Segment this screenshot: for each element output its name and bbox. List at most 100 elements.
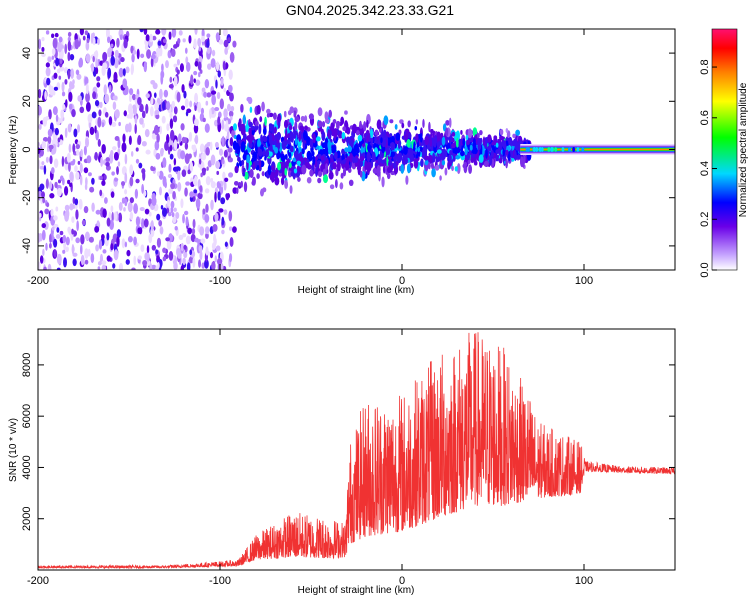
spectrogram-cell <box>244 171 249 180</box>
spectrogram-cell <box>89 186 95 193</box>
spectrogram-cell <box>211 94 217 106</box>
spectrogram-cell <box>161 63 164 73</box>
spectrogram-cell <box>390 141 396 151</box>
spectrogram-cell <box>143 190 147 197</box>
spectrogram-cell <box>85 94 89 101</box>
spectrogram-cell <box>150 57 154 68</box>
spectrogram-cell <box>248 139 253 144</box>
spectrogram-cell <box>176 69 180 75</box>
spectrogram-cell <box>107 36 111 44</box>
spectrogram-cell <box>317 107 323 117</box>
spectrogram-cell <box>160 204 164 210</box>
snr-y-axis-label: SNR (10 * v/v) <box>8 418 19 482</box>
spectrogram-cell <box>145 259 151 266</box>
spectrogram-cell <box>63 257 67 268</box>
spectrogram-cell <box>61 81 65 92</box>
spectrogram-cell <box>156 171 160 177</box>
spectrogram-cell <box>162 247 167 254</box>
spectrogram-cell <box>495 149 500 154</box>
spectrogram-cell <box>223 39 229 48</box>
spectrogram-cell <box>333 131 337 142</box>
spectrogram-cell <box>41 52 46 58</box>
spectrogram-cell <box>78 198 83 210</box>
spectrogram-cell <box>159 88 163 100</box>
spectrogram-cell <box>56 187 62 197</box>
spectrogram-cell <box>173 63 178 68</box>
spectrogram-cell <box>75 237 81 244</box>
spectrogram-cell <box>56 253 62 265</box>
spectrogram-cell <box>327 128 330 139</box>
spectrogram-cell <box>211 261 216 270</box>
spectrogram-cell <box>108 84 112 94</box>
spectrogram-cell <box>264 116 267 126</box>
spectrogram-cell <box>194 237 199 243</box>
spectrogram-cell <box>65 246 69 253</box>
spectrogram-cell <box>169 111 173 119</box>
spectrogram-cell <box>367 143 372 152</box>
spectrogram-cell <box>125 66 130 74</box>
spectrogram-cell <box>103 174 107 181</box>
spectrogram-cell <box>215 79 218 89</box>
spectrogram-cell <box>57 137 61 143</box>
spectrogram-cell <box>119 34 123 41</box>
spectrogram-cell <box>246 154 250 164</box>
spectrogram-cell <box>256 173 260 180</box>
spectrogram-cell <box>277 113 282 123</box>
spectrogram-cell <box>283 110 287 118</box>
spectrogram-cell <box>288 124 293 131</box>
spectrogram-cell <box>72 143 76 154</box>
spectrogram-cell <box>328 171 334 180</box>
spectrogram-cell <box>227 147 233 153</box>
spectrogram-cell <box>382 165 386 174</box>
spectrogram-cell <box>185 235 191 245</box>
spectrogram-cell <box>185 56 189 65</box>
spectrogram-cell <box>301 164 307 175</box>
spectrogram-cell <box>274 170 278 177</box>
spectrogram-cell <box>278 153 282 158</box>
spectrogram-cell <box>123 110 127 117</box>
spectrogram-cell <box>82 35 86 41</box>
spectrogram-cell <box>67 179 71 185</box>
spectrogram-cell <box>576 147 580 152</box>
spectrogram-cell <box>264 156 267 161</box>
colorbar-tick-label: 0.0 <box>699 262 711 277</box>
spectrogram-cell <box>173 75 178 87</box>
spectrogram-cell <box>460 129 463 135</box>
spectrogram-cell <box>195 79 201 86</box>
spectrogram-cell <box>152 82 158 90</box>
spectrogram-cell <box>374 129 379 136</box>
spectrogram-cell <box>320 155 325 161</box>
spectrogram-cell <box>111 171 115 176</box>
spectrogram-cell <box>390 151 396 158</box>
spectrogram-cell <box>343 159 346 165</box>
spectrogram-cell <box>172 216 177 224</box>
spectrogram-cell <box>121 238 126 249</box>
spectrogram-cell <box>386 166 392 174</box>
spectrogram-cell <box>224 177 229 183</box>
spectrogram-cell <box>244 124 250 133</box>
spectrogram-cell <box>201 35 205 42</box>
spectrogram-cell <box>288 151 292 159</box>
snr-y-tick-label: 2000 <box>21 506 33 530</box>
spectrogram-cell <box>506 130 511 139</box>
spectrogram-cell <box>140 244 145 253</box>
spectrogram-cell <box>143 61 148 73</box>
spectrogram-cell <box>214 106 220 112</box>
spectrogram-cell <box>228 210 233 222</box>
spectrogram-cell <box>42 137 48 142</box>
spectrogram-cell <box>50 208 54 217</box>
spectrogram-cell <box>68 81 73 90</box>
spectrogram-cell <box>250 136 255 141</box>
spectrogram-cell <box>74 165 78 173</box>
spectrogram-cell <box>176 58 180 66</box>
spectrogram-cell <box>52 90 56 96</box>
spectrogram-cell <box>209 141 213 151</box>
spectrogram-cell <box>250 125 256 131</box>
spectrogram-cell <box>80 254 85 266</box>
spectrogram-cell <box>75 209 79 220</box>
spectrogram-cell <box>274 126 277 134</box>
spectrogram-cell <box>495 142 499 148</box>
spectrogram-cell <box>258 123 262 135</box>
spectrogram-cell <box>58 36 63 43</box>
spectrogram-cell <box>341 132 346 140</box>
